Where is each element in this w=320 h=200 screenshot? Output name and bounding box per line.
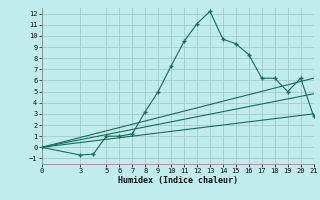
X-axis label: Humidex (Indice chaleur): Humidex (Indice chaleur) [118, 176, 237, 185]
